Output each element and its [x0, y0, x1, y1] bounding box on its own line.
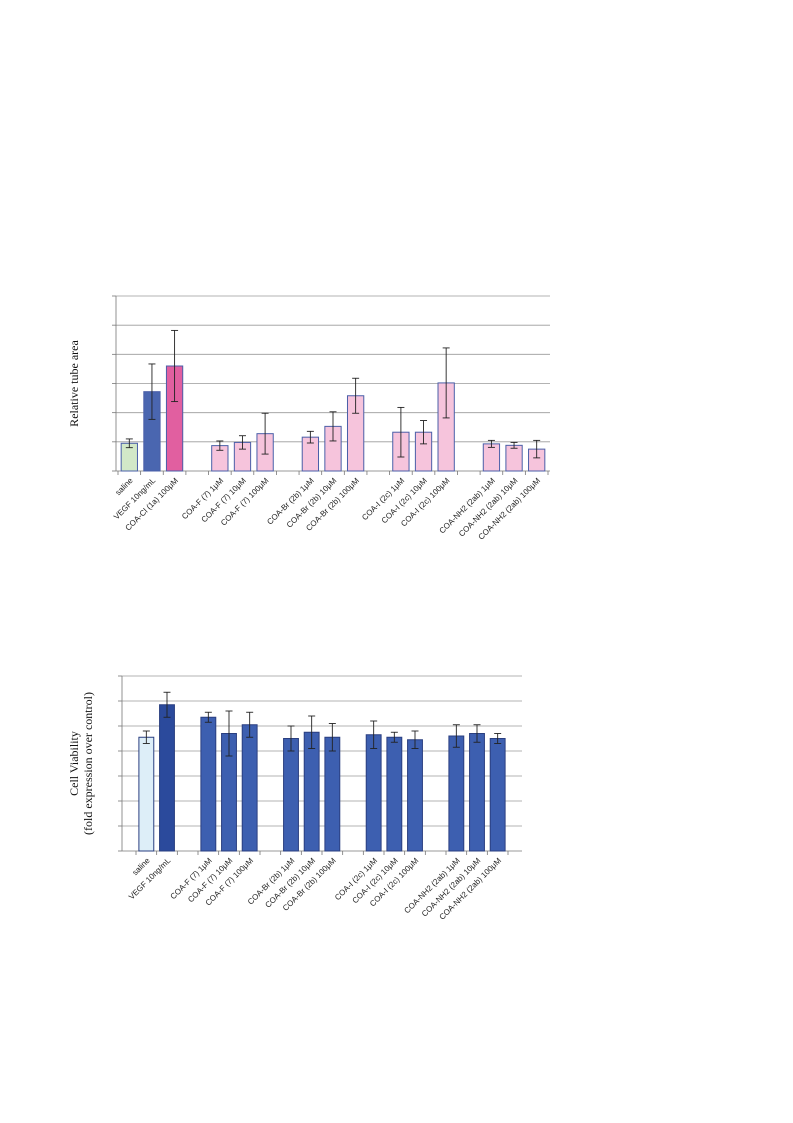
bar [159, 704, 175, 852]
y-axis-label: Relative tube area [67, 340, 81, 427]
bar [303, 731, 320, 852]
bar [386, 736, 403, 852]
bar [324, 736, 341, 852]
bar [489, 738, 506, 852]
bar [241, 724, 258, 852]
bar [482, 443, 501, 472]
y-axis-label: (fold expression over control) [81, 692, 95, 835]
bar [448, 735, 465, 852]
y-axis-label: Cell Viability [70, 731, 81, 796]
bar [469, 733, 485, 852]
bar [505, 444, 523, 472]
bar [283, 738, 299, 852]
bar [407, 739, 423, 852]
bar [138, 736, 155, 852]
bar [365, 734, 382, 852]
bar [200, 716, 217, 852]
